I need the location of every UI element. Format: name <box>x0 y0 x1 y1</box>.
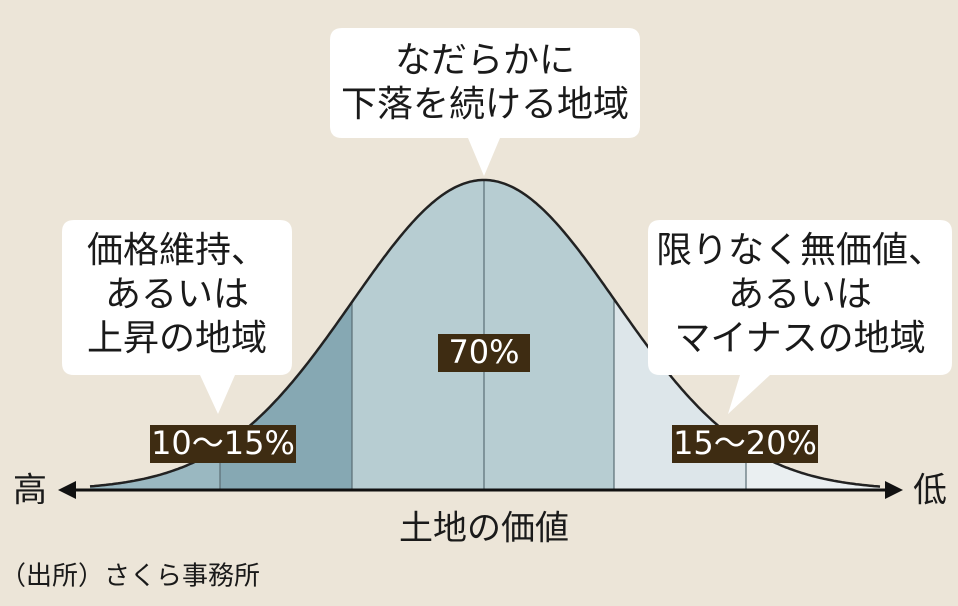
callout-text: なだらかに <box>395 40 575 81</box>
callout-text: 下落を続ける地域 <box>341 84 629 125</box>
callout-text: 上昇の地域 <box>87 318 267 359</box>
callout-right <box>648 220 952 414</box>
axis-label: 土地の価値 <box>399 509 569 549</box>
axis-high: 高 <box>13 471 47 511</box>
callout-text: あるいは <box>728 274 872 315</box>
axis-low: 低 <box>913 471 947 511</box>
label-box <box>438 334 530 372</box>
region-label: 10〜15% <box>151 424 295 462</box>
arrow-right <box>885 481 903 499</box>
callout-text: 限りなく無価値、 <box>656 230 944 271</box>
curve-region <box>746 446 880 490</box>
callout-text: あるいは <box>105 274 249 315</box>
arrow-left <box>58 481 76 499</box>
curve-region <box>90 448 220 490</box>
callout-center <box>330 28 640 176</box>
callout-left <box>62 220 292 414</box>
label-box <box>150 425 296 463</box>
region-label: 15〜20% <box>673 424 817 462</box>
callout-text: 価格維持、 <box>87 230 267 271</box>
callout-text: マイナスの地域 <box>674 318 925 359</box>
source: （出所）さくら事務所 <box>0 562 260 592</box>
label-box <box>672 425 818 463</box>
region-label: 70% <box>448 333 519 371</box>
